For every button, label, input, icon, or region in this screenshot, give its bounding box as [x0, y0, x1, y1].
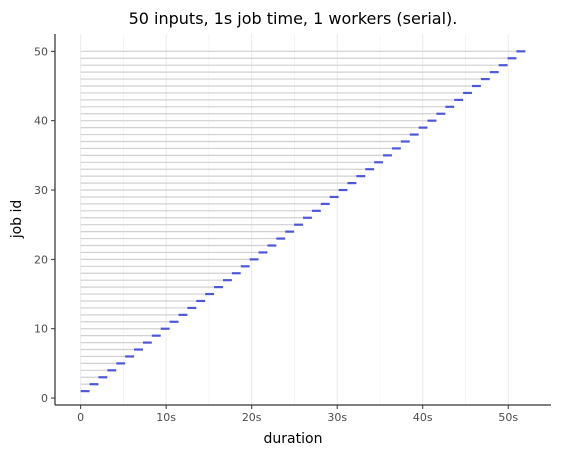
- x-tick-label: 40s: [413, 411, 433, 424]
- grid-lines: [80, 34, 509, 405]
- y-tick-label: 30: [34, 184, 48, 197]
- y-tick-label: 40: [34, 115, 48, 128]
- x-axis-ticks: 0 10s 20s 30s 40s 50s: [77, 405, 518, 424]
- y-tick-label: 10: [34, 323, 48, 336]
- x-tick-label: 20s: [242, 411, 262, 424]
- y-tick-label: 20: [34, 253, 48, 266]
- chart-title: 50 inputs, 1s job time, 1 workers (seria…: [129, 9, 458, 28]
- x-axis-label: duration: [264, 431, 323, 447]
- y-tick-label: 0: [41, 392, 48, 405]
- y-axis-ticks: 0 10 20 30 40 50: [34, 45, 55, 405]
- y-axis-label: job id: [9, 200, 25, 240]
- job-bars: [80, 50, 526, 393]
- x-tick-label: 30s: [327, 411, 347, 424]
- y-tick-label: 50: [34, 45, 48, 58]
- x-tick-label: 0: [77, 411, 84, 424]
- wait-lines: [80, 50, 517, 385]
- x-tick-label: 10s: [156, 411, 176, 424]
- x-tick-label: 50s: [498, 411, 518, 424]
